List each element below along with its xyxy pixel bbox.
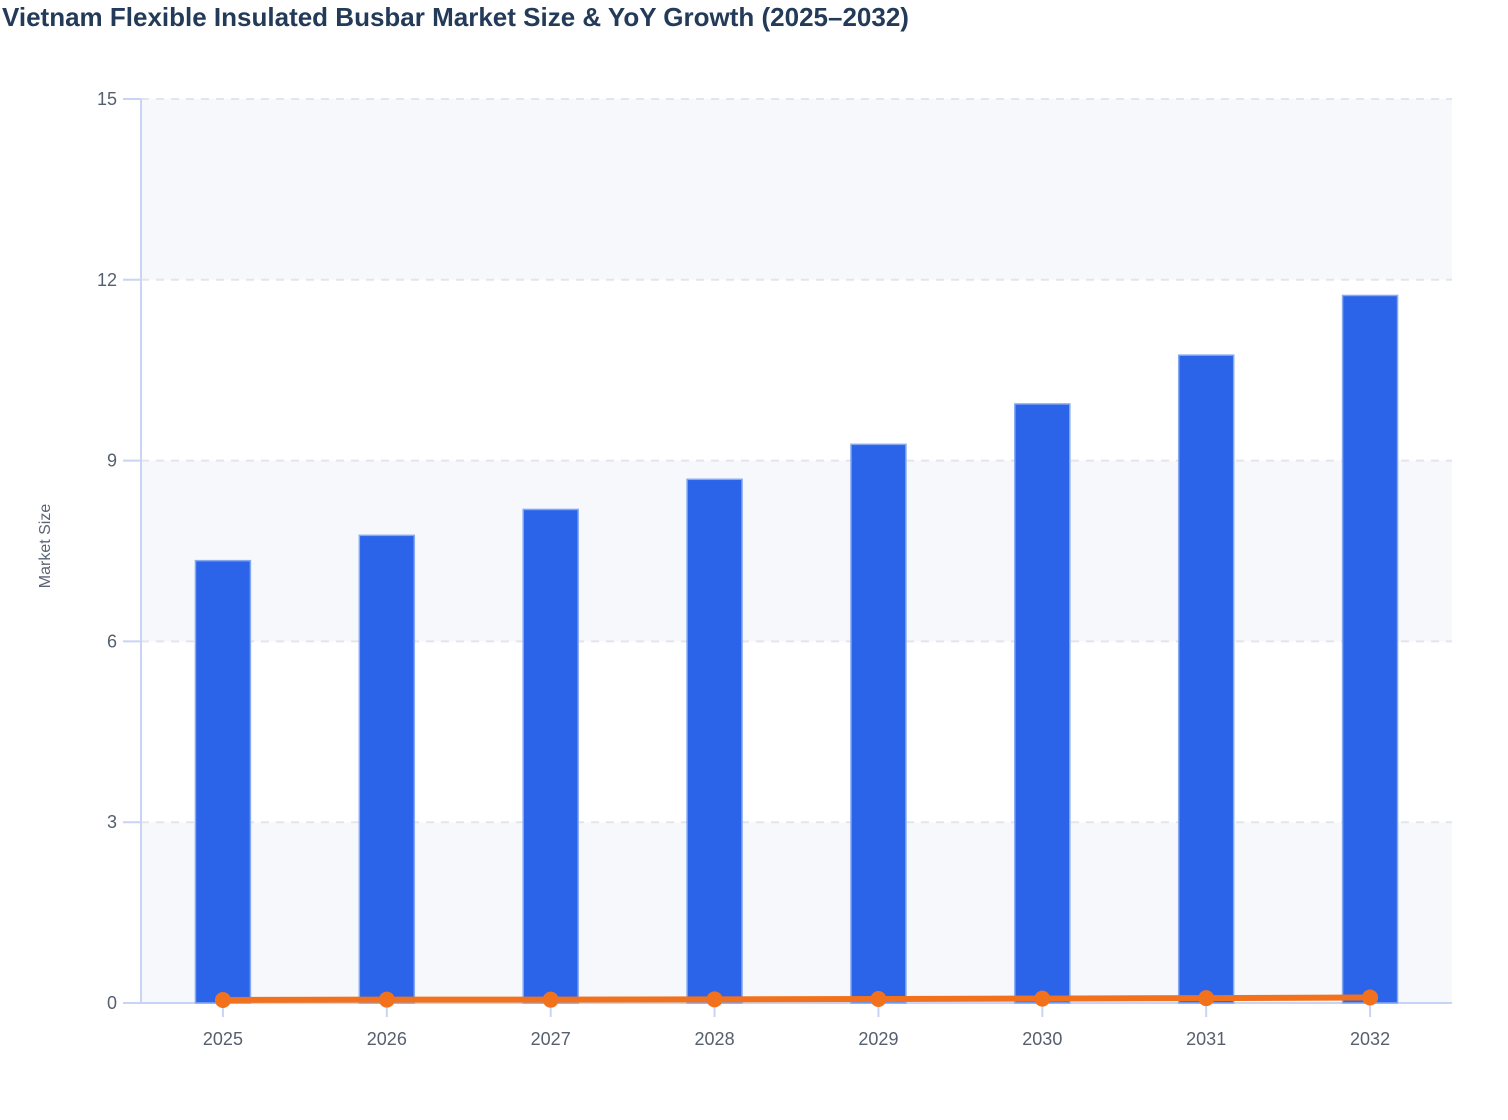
bar-2025[interactable] [194,559,252,1004]
y-tick-label: 9 [107,451,117,471]
x-tick-label: 2030 [1022,1029,1062,1049]
bar-2028[interactable] [686,478,743,1004]
y-tick-label: 3 [107,812,117,832]
yoy-point-2026[interactable] [378,991,395,1008]
yoy-point-2031[interactable] [1198,990,1215,1007]
y-tick-label: 6 [107,631,117,651]
x-tick-label: 2027 [531,1029,571,1049]
y-tick-label: 15 [97,89,117,109]
yoy-point-2029[interactable] [870,991,887,1008]
x-tick-label: 2032 [1350,1029,1390,1049]
plot-band [141,460,1452,642]
y-tick-label: 0 [107,993,117,1013]
bar-2030[interactable] [1014,403,1071,1004]
y-tick-label: 12 [97,270,117,290]
bar-2027[interactable] [522,508,579,1004]
x-tick-label: 2028 [695,1029,735,1049]
yoy-growth-line [219,994,1374,1003]
chart-title: Vietnam Flexible Insulated Busbar Market… [2,2,909,32]
bar-2032[interactable] [1341,294,1399,1004]
x-tick-label: 2031 [1186,1029,1226,1049]
yoy-point-2027[interactable] [542,991,559,1008]
yoy-point-2032[interactable] [1362,989,1379,1006]
yoy-point-2028[interactable] [706,991,723,1008]
x-tick-label: 2026 [367,1029,407,1049]
plot-band [141,99,1452,280]
bar-2029[interactable] [850,443,907,1004]
x-tick-label: 2025 [203,1029,243,1049]
plot-band [141,822,1452,1003]
x-tick-label: 2029 [858,1029,898,1049]
bar-2026[interactable] [358,534,416,1004]
yoy-point-2030[interactable] [1034,990,1051,1007]
bar-2031[interactable] [1177,354,1235,1004]
yoy-point-2025[interactable] [214,991,231,1008]
